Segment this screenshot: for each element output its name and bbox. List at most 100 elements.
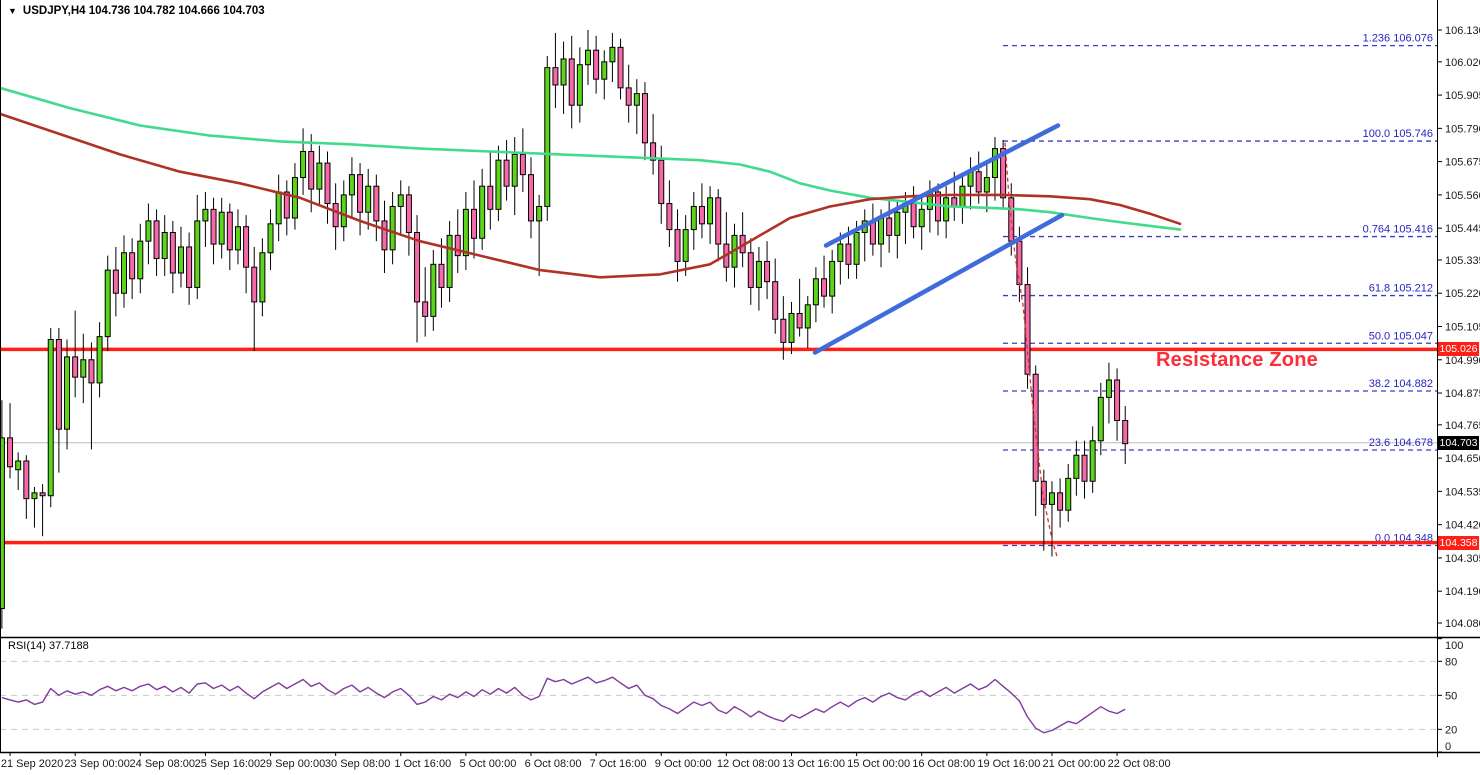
time-axis[interactable]: 21 Sep 2020 23 Sep 00:00 24 Sep 08:00 25 Se… bbox=[1, 752, 1171, 770]
price-axis-label: 105.335 bbox=[1445, 255, 1480, 267]
time-axis-label: 19 Oct 16:00 bbox=[977, 758, 1040, 770]
candle-bear bbox=[764, 260, 771, 283]
candle-bull bbox=[1065, 477, 1072, 511]
candle-bull bbox=[267, 223, 274, 254]
fib-level-label-0: 1.236 106.076 bbox=[1363, 33, 1433, 45]
time-axis-label: 21 Oct 00:00 bbox=[1042, 758, 1105, 770]
candle-bear bbox=[641, 93, 648, 144]
price-axis-label: 104.190 bbox=[1445, 586, 1480, 598]
candle-bull bbox=[609, 46, 616, 63]
candle-bear bbox=[617, 46, 624, 89]
candle-bear bbox=[1016, 240, 1023, 286]
candle-bear bbox=[886, 217, 893, 236]
candle-bull bbox=[1073, 454, 1080, 479]
candle-bull bbox=[707, 197, 714, 225]
price-axis-label: 105.790 bbox=[1445, 123, 1480, 135]
price-axis-label: 105.445 bbox=[1445, 223, 1480, 235]
channel-lower[interactable] bbox=[812, 212, 1065, 355]
candle-bull bbox=[47, 339, 54, 497]
candle-bull bbox=[495, 159, 502, 210]
candle-bull bbox=[1048, 492, 1055, 505]
candle-bear bbox=[210, 208, 217, 245]
time-axis-label: 25 Sep 16:00 bbox=[195, 758, 260, 770]
candle-bear bbox=[357, 174, 364, 213]
price-axis-label: 104.765 bbox=[1445, 420, 1480, 432]
price-axis-label: 105.560 bbox=[1445, 190, 1480, 202]
rsi-axis-label: 80 bbox=[1445, 656, 1457, 668]
time-axis-label: 1 Oct 16:00 bbox=[394, 758, 451, 770]
candle-bull bbox=[829, 260, 836, 297]
symbol-ohlc-label: USDJPY,H4 104.736 104.782 104.666 104.70… bbox=[22, 5, 265, 17]
candle-bear bbox=[1000, 148, 1007, 199]
candle-bull bbox=[943, 197, 950, 222]
candle-bull bbox=[991, 148, 998, 179]
price-axis-label: 105.675 bbox=[1445, 157, 1480, 169]
ma-slow-green[interactable] bbox=[0, 86, 1182, 231]
candle-bull bbox=[259, 252, 266, 303]
candle-bear bbox=[1032, 373, 1039, 482]
candle-bear bbox=[414, 231, 421, 303]
time-axis-label: 29 Sep 00:00 bbox=[260, 758, 325, 770]
candle-bull bbox=[584, 49, 591, 66]
symbol-dropdown-icon[interactable]: ▼ bbox=[8, 6, 17, 16]
candle-bear bbox=[405, 194, 412, 233]
candle-bull bbox=[983, 177, 990, 193]
ma-fast-red[interactable] bbox=[0, 112, 1182, 279]
candle-bull bbox=[340, 194, 347, 228]
candle-bull bbox=[177, 246, 184, 274]
candle-bear bbox=[593, 49, 600, 80]
candle-bull bbox=[479, 185, 486, 239]
candle-bull bbox=[145, 220, 152, 242]
main-pane[interactable]: 1.236 106.076 100.0 105.746 0.764 105.416 6… bbox=[0, 30, 1437, 629]
chart-title: ▼ USDJPY,H4 104.736 104.782 104.666 104.… bbox=[8, 5, 265, 17]
candle-bear bbox=[528, 174, 534, 222]
rsi-axis[interactable]: 100 80 50 20 0 bbox=[1437, 638, 1463, 753]
candle-bull bbox=[397, 194, 404, 207]
candle-bear bbox=[226, 211, 233, 251]
time-axis-label: 5 Oct 00:00 bbox=[459, 758, 516, 770]
time-axis-label: 22 Oct 08:00 bbox=[1108, 758, 1171, 770]
price-badge-resistance: 105.026 bbox=[1438, 342, 1479, 357]
candle-bull bbox=[300, 150, 307, 179]
candle-bull bbox=[194, 220, 201, 288]
candle-bear bbox=[88, 359, 95, 384]
candle-bear bbox=[422, 301, 429, 317]
candle-bear bbox=[23, 460, 30, 500]
candle-bull bbox=[536, 205, 543, 222]
drop-projection-line[interactable] bbox=[1004, 142, 1058, 557]
fib-level-label-2: 0.764 105.416 bbox=[1363, 224, 1433, 236]
candle-bull bbox=[137, 240, 144, 280]
candle-bear bbox=[910, 203, 917, 228]
candle-bull bbox=[894, 211, 901, 236]
candlestick-series bbox=[0, 30, 1129, 629]
channel-upper[interactable] bbox=[823, 123, 1061, 248]
candle-bear bbox=[1122, 420, 1129, 445]
candle-bull bbox=[104, 269, 111, 338]
candle-bull bbox=[0, 437, 5, 610]
candle-bull bbox=[804, 304, 811, 329]
candle-bear bbox=[568, 58, 575, 106]
rsi-axis-label: 50 bbox=[1445, 690, 1457, 702]
fib-level-label-1: 100.0 105.746 bbox=[1363, 128, 1433, 140]
candle-bear bbox=[1057, 492, 1064, 511]
candle-bear bbox=[796, 312, 803, 329]
candle-bull bbox=[633, 93, 640, 106]
candle-bull bbox=[918, 208, 925, 228]
candle-bear bbox=[7, 437, 14, 468]
rsi-pane[interactable] bbox=[0, 660, 1437, 734]
price-badge-support: 104.358 bbox=[1438, 535, 1479, 550]
time-axis-label: 12 Oct 08:00 bbox=[717, 758, 780, 770]
candle-bull bbox=[837, 243, 844, 262]
pane-splitter[interactable] bbox=[0, 634, 1480, 639]
candle-bear bbox=[625, 87, 632, 106]
time-axis-label: 13 Oct 16:00 bbox=[782, 758, 845, 770]
candle-bull bbox=[161, 231, 168, 260]
price-axis-label: 104.305 bbox=[1445, 553, 1480, 565]
candle-bear bbox=[747, 252, 754, 288]
candle-bull bbox=[64, 356, 71, 430]
price-axis[interactable]: 106.130 106.020 105.905 105.790 105.675 105.5… bbox=[1437, 25, 1480, 630]
candle-bull bbox=[348, 174, 355, 196]
price-axis-label: 104.875 bbox=[1445, 388, 1480, 400]
candle-bull bbox=[576, 64, 583, 106]
